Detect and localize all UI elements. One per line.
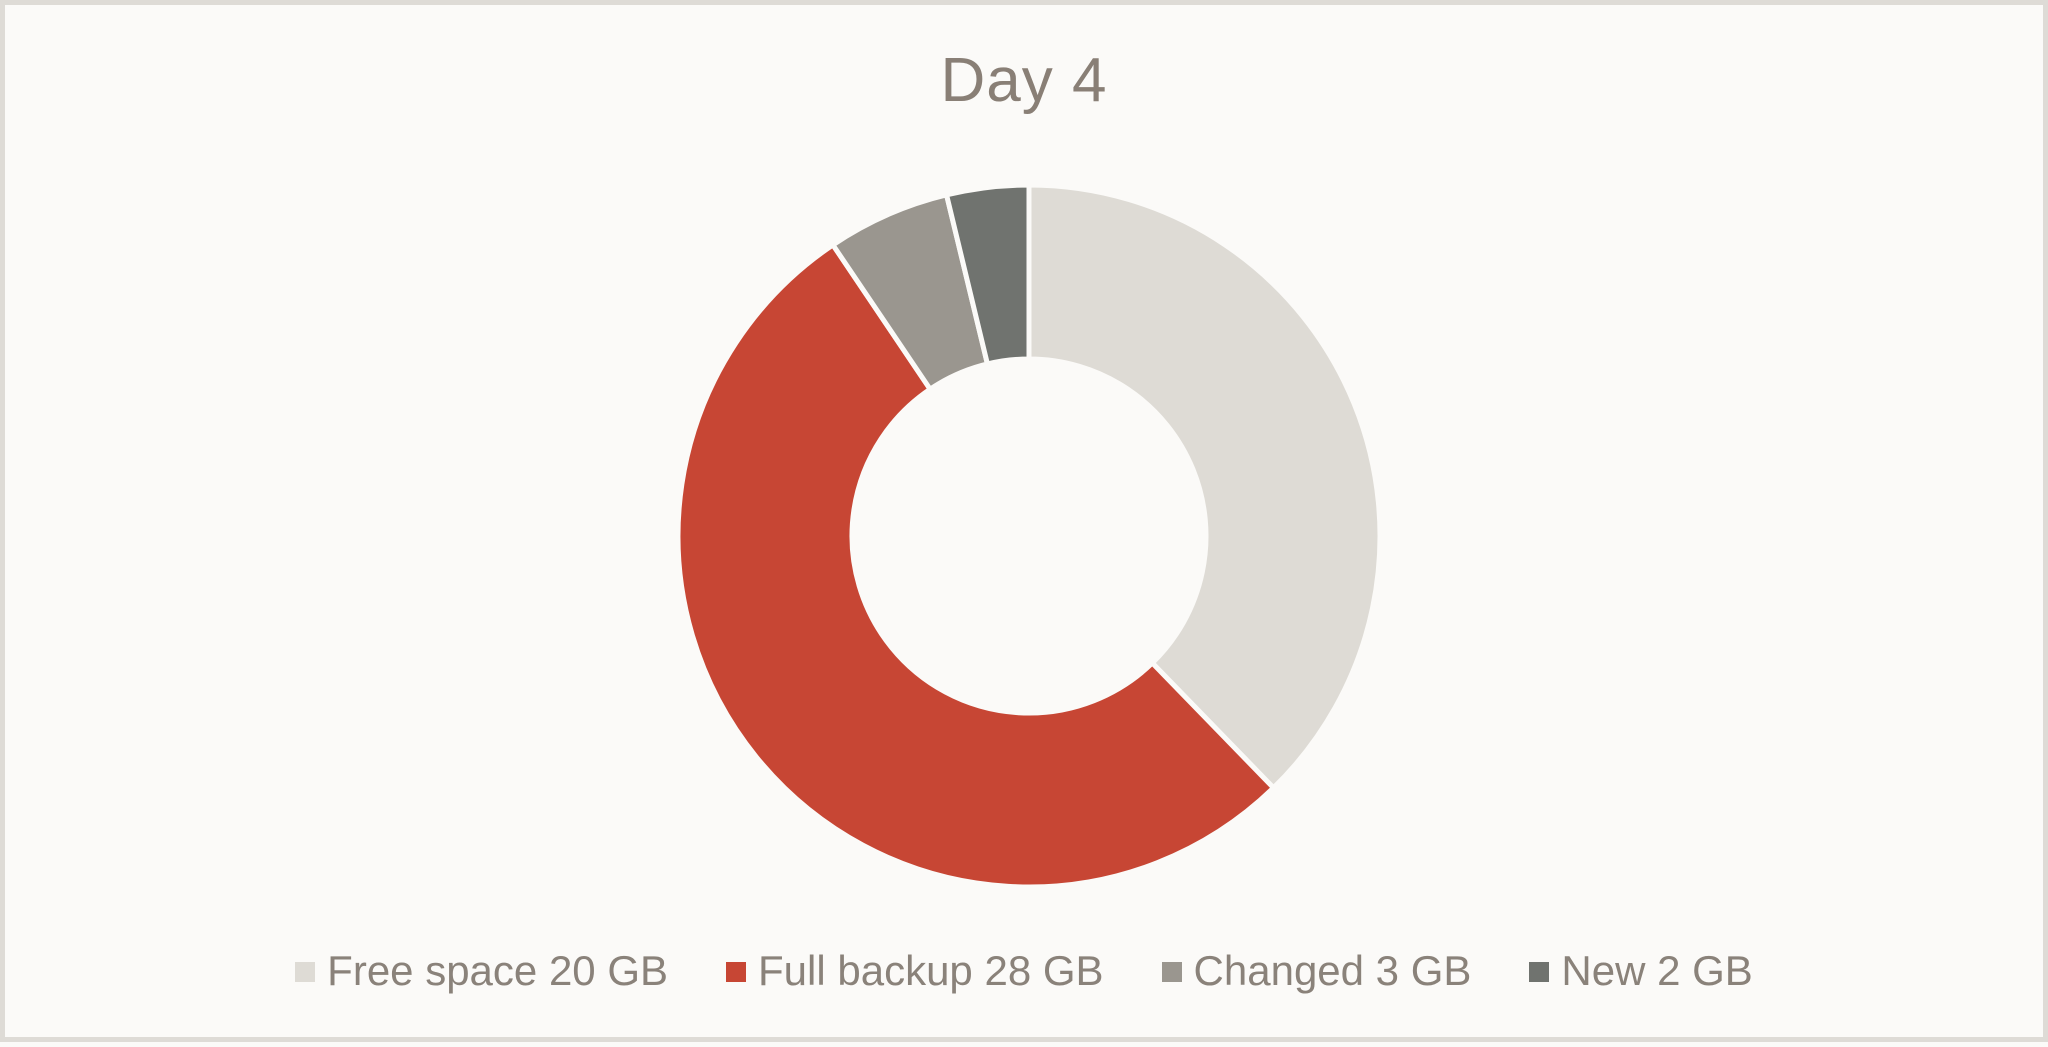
legend-marker-changed [1161,962,1182,982]
legend: Free space 20 GB Full backup 28 GB Changed… [5,947,2043,995]
legend-marker-full-backup [726,962,747,982]
legend-label-free-space: Free space 20 GB [327,947,669,994]
legend-marker-new [1529,962,1550,982]
donut-slice-full-backup [675,241,1278,890]
legend-item-full-backup: Full backup 28 GB [726,947,1104,995]
legend-label-changed: Changed 3 GB [1193,947,1472,994]
legend-label-full-backup: Full backup 28 GB [758,947,1104,994]
donut-slice-free-space [1026,182,1383,792]
donut-chart [675,182,1383,890]
legend-label-new: New 2 GB [1561,947,1753,994]
chart-title: Day 4 [940,46,1108,115]
legend-item-free-space: Free space 20 GB [295,947,668,995]
legend-marker-free-space [295,962,316,982]
donut-slice-new [943,182,1032,367]
legend-item-changed: Changed 3 GB [1161,947,1472,995]
legend-item-new: New 2 GB [1529,947,1753,995]
